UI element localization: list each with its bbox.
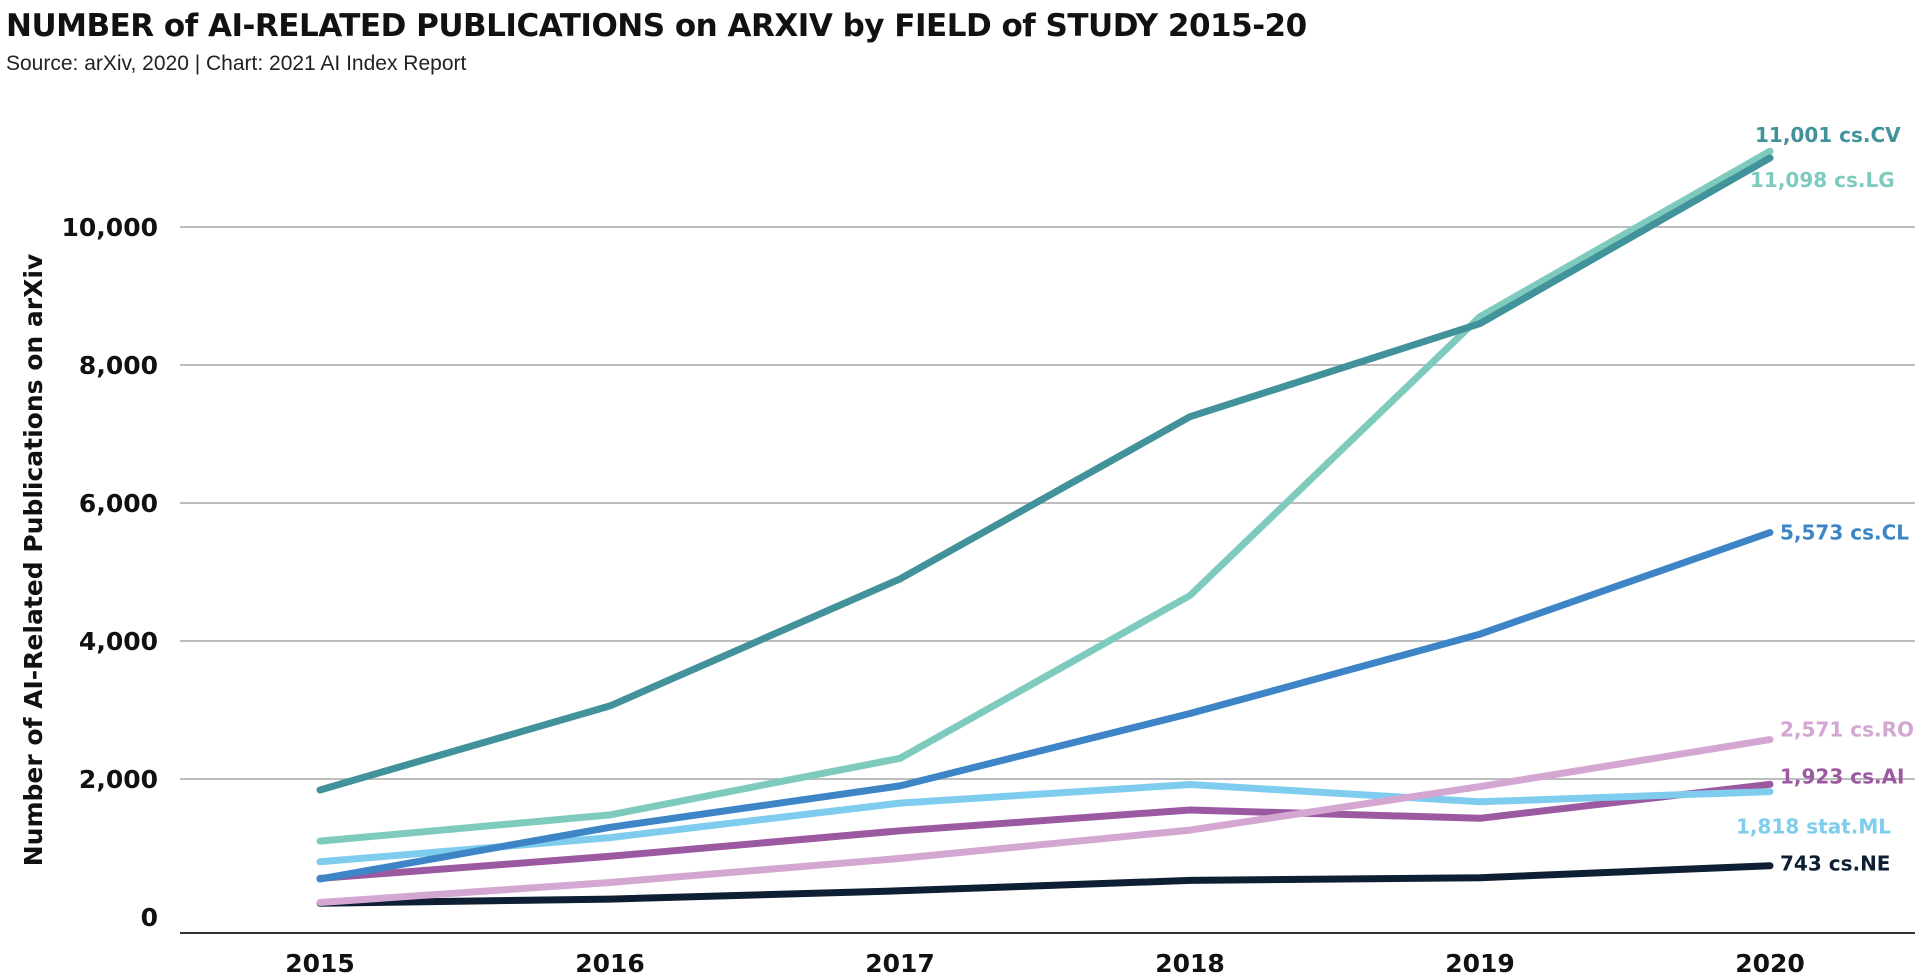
- series-lines: [316, 147, 1774, 907]
- series-end-labels: 743 cs.NE 1,923 cs.AI 1,818 stat.ML 2,571 c…: [1736, 123, 1914, 876]
- y-tick-label: 4,000: [79, 627, 158, 656]
- y-tick-label: 2,000: [79, 765, 158, 794]
- series-line-stat-ML: [316, 781, 1774, 866]
- series-line-cs-AI: [316, 780, 1774, 882]
- series-label-cs-AI: 1,923 cs.AI: [1780, 764, 1905, 788]
- x-tick-label: 2019: [1445, 949, 1515, 976]
- gridlines: [180, 226, 1915, 780]
- x-tick-label: 2018: [1155, 949, 1225, 976]
- series-line-cs-CV: [316, 154, 1774, 794]
- x-tick-label: 2017: [865, 949, 935, 976]
- series-label-cs-CL: 5,573 cs.CL: [1780, 520, 1909, 544]
- chart-subtitle: Source: arXiv, 2020 | Chart: 2021 AI Ind…: [6, 52, 467, 75]
- series-label-stat-ML: 1,818 stat.ML: [1736, 815, 1891, 839]
- series-line-cs-CL: [316, 529, 1774, 883]
- series-label-cs-NE: 743 cs.NE: [1780, 852, 1890, 876]
- x-axis-ticks: 2015 2016 2017 2018 2019 2020: [285, 949, 1805, 976]
- x-tick-label: 2015: [285, 949, 355, 976]
- y-tick-label: 6,000: [79, 489, 158, 518]
- y-axis-title: Number of AI-Related Publications on arX…: [19, 254, 48, 867]
- y-tick-label: 8,000: [79, 351, 158, 380]
- series-line-cs-LG: [316, 147, 1774, 845]
- series-label-cs-RO: 2,571 cs.RO: [1780, 718, 1914, 742]
- series-line-cs-RO: [316, 736, 1774, 906]
- x-tick-label: 2016: [575, 949, 645, 976]
- series-line-cs-NE: [316, 862, 1774, 907]
- x-tick-label: 2020: [1735, 949, 1805, 976]
- y-tick-label: 10,000: [62, 213, 158, 242]
- series-label-cs-LG: 11,098 cs.LG: [1750, 168, 1895, 192]
- y-axis-ticks: 0 2,000 4,000 6,000 8,000 10,000: [62, 213, 158, 932]
- chart-title: NUMBER of AI-RELATED PUBLICATIONS on ARX…: [6, 8, 1307, 44]
- series-label-cs-CV: 11,001 cs.CV: [1755, 123, 1901, 147]
- y-tick-label: 0: [141, 903, 158, 932]
